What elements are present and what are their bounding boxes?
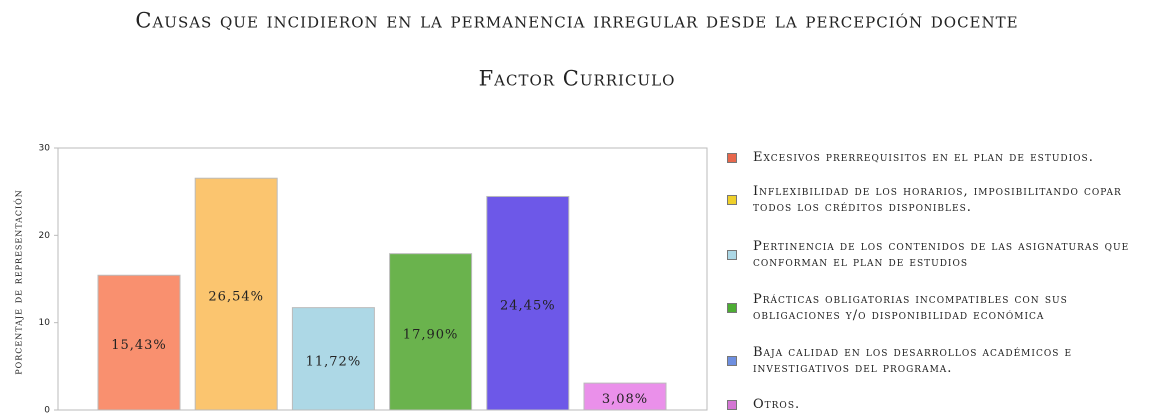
y-axis-label: porcentaje de representación: [11, 189, 25, 374]
y-tick-label: 10: [39, 318, 51, 328]
bar: [194, 177, 278, 411]
y-tick-label: 0: [44, 406, 50, 415]
legend-label: Prácticas obligatorias incompatibles con…: [753, 292, 1068, 323]
bar: [486, 195, 570, 411]
value-label: 26,54%: [208, 290, 264, 305]
bar: [97, 274, 181, 411]
value-label: 15,43%: [111, 338, 167, 353]
legend-item: Baja calidad en los desarrollos académic…: [727, 345, 1147, 377]
legend-item: Otros.: [727, 397, 1147, 413]
legend-label: Baja calidad en los desarrollos académic…: [753, 345, 1073, 376]
plot-frame: [57, 147, 708, 411]
legend-label: Inflexibilidad de los horarios, imposibi…: [753, 184, 1122, 215]
chart-title: Causas que incidieron en la permanencia …: [135, 9, 1018, 33]
legend-label: Otros.: [753, 397, 801, 412]
value-label: 24,45%: [500, 299, 556, 314]
y-tick-label: 30: [39, 144, 51, 154]
value-label: 3,08%: [602, 392, 648, 407]
legend-label: Pertinencia de los contenidos de las asi…: [753, 239, 1130, 270]
legend-item: Excesivos prerrequisitos en el plan de e…: [727, 150, 1147, 166]
bar: [389, 253, 473, 411]
y-tick-label: 20: [39, 231, 51, 241]
legend-item: Inflexibilidad de los horarios, imposibi…: [727, 184, 1147, 216]
legend-swatch: [727, 195, 737, 205]
legend-swatch: [727, 153, 737, 163]
value-label: 11,72%: [306, 354, 362, 369]
legend-item: Prácticas obligatorias incompatibles con…: [727, 292, 1147, 324]
legend-label: Excesivos prerrequisitos en el plan de e…: [753, 150, 1094, 165]
chart-subtitle: Factor Curriculo: [479, 67, 676, 91]
bar: [583, 382, 667, 411]
legend-swatch: [727, 356, 737, 366]
legend-swatch: [727, 400, 737, 410]
bar: [291, 307, 375, 411]
legend-swatch: [727, 303, 737, 313]
legend-swatch: [727, 250, 737, 260]
value-label: 17,90%: [403, 327, 459, 342]
legend-item: Pertinencia de los contenidos de las asi…: [727, 239, 1147, 271]
